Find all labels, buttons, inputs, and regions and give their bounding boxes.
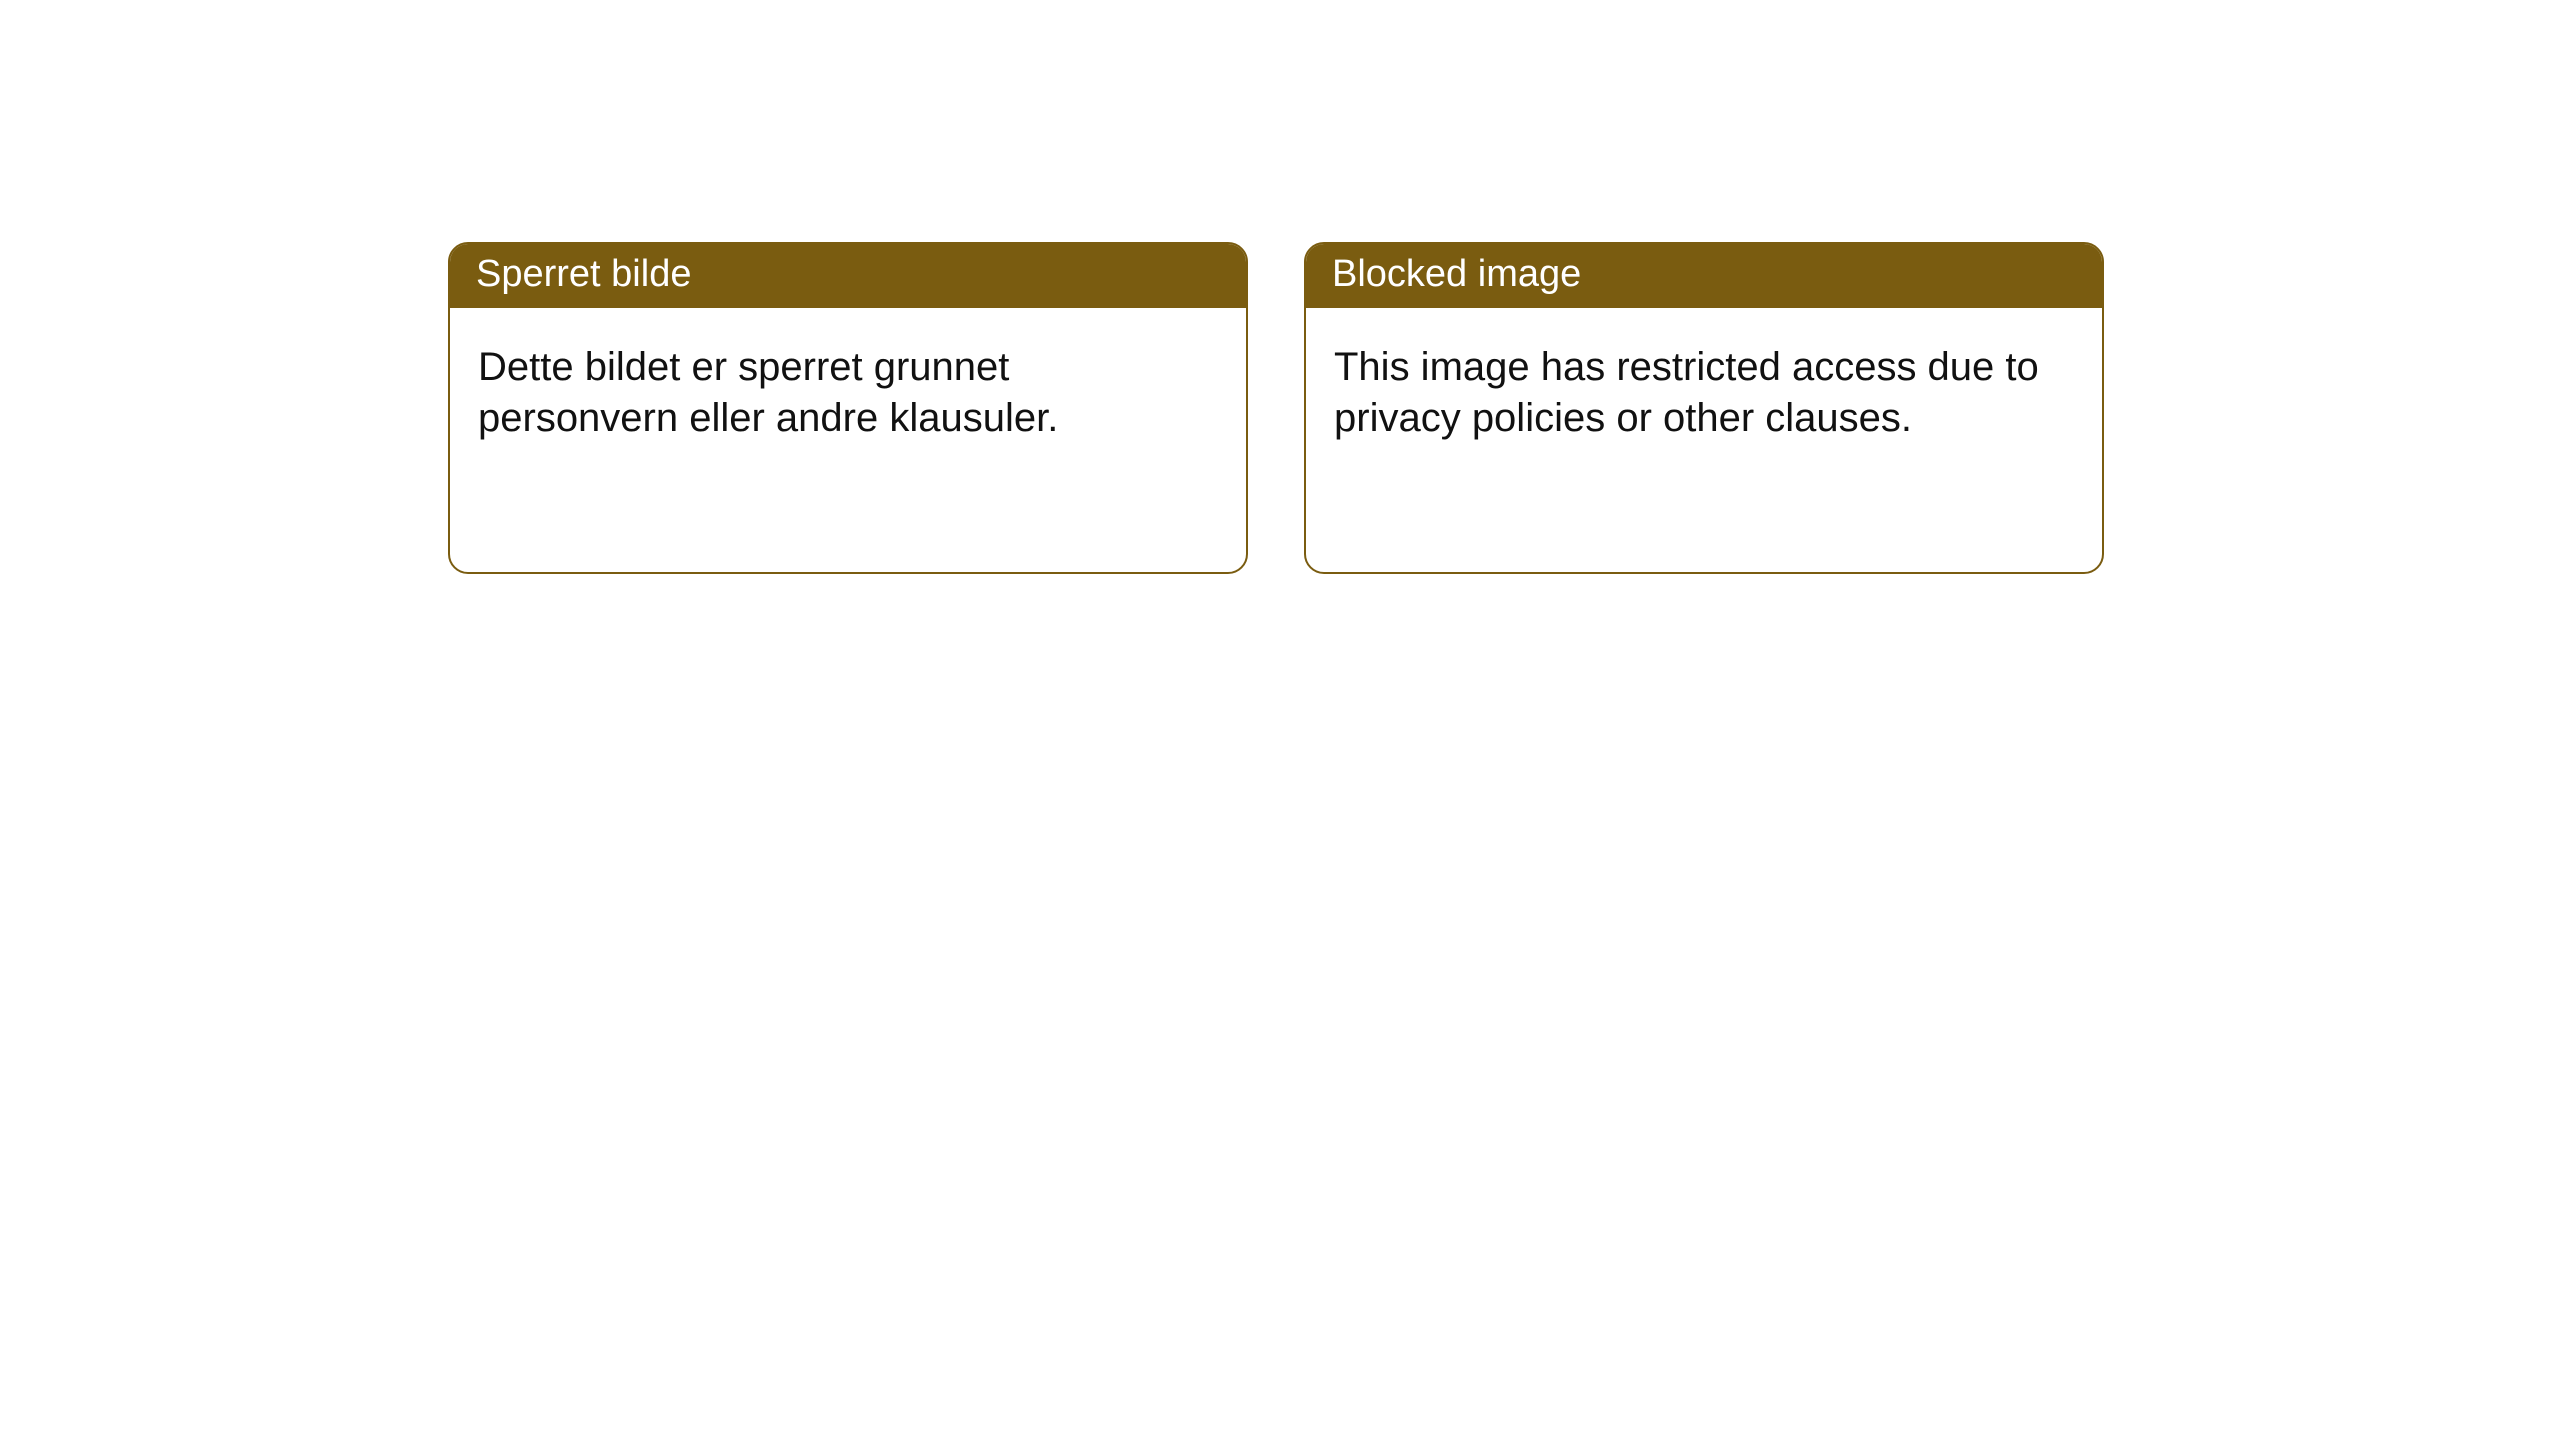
blocked-image-notice-row: Sperret bilde Dette bildet er sperret gr…	[0, 0, 2560, 574]
blocked-image-title-no: Sperret bilde	[450, 244, 1246, 308]
blocked-image-card-en: Blocked image This image has restricted …	[1304, 242, 2104, 574]
blocked-image-body-no: Dette bildet er sperret grunnet personve…	[450, 308, 1246, 464]
blocked-image-card-no: Sperret bilde Dette bildet er sperret gr…	[448, 242, 1248, 574]
blocked-image-body-en: This image has restricted access due to …	[1306, 308, 2102, 464]
blocked-image-title-en: Blocked image	[1306, 244, 2102, 308]
